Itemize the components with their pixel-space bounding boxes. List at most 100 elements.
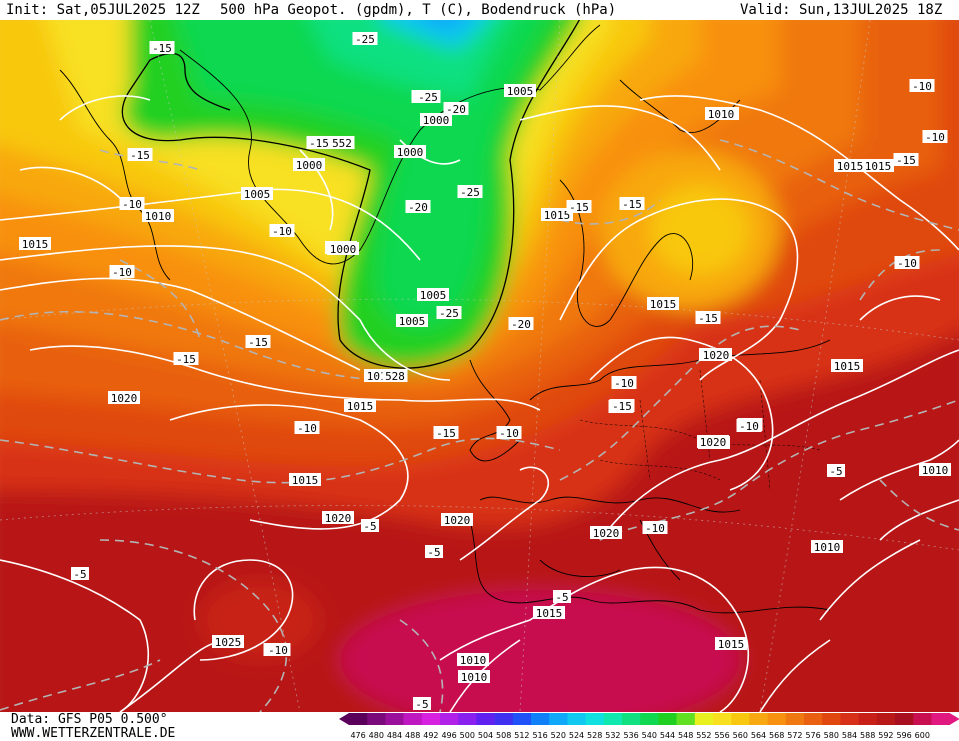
svg-text:-5: -5: [363, 520, 376, 533]
svg-text:1015: 1015: [22, 238, 49, 251]
isotherm-label: -10: [119, 197, 145, 211]
colorbar-tick-label: 576: [805, 731, 820, 740]
svg-text:552: 552: [332, 137, 352, 150]
isotherm-label: -5: [413, 697, 431, 711]
isotherm-label: -5: [71, 567, 89, 581]
svg-text:-10: -10: [112, 266, 132, 279]
colorbar-tick-label: 516: [532, 731, 547, 740]
colorbar-tick-label: 596: [896, 731, 911, 740]
isotherm-label: -20: [443, 102, 469, 116]
svg-text:1015: 1015: [865, 160, 892, 173]
colorbar-swatch: [876, 713, 896, 725]
isobar-label: 1020: [108, 391, 140, 405]
svg-text:-25: -25: [439, 307, 459, 320]
isobar-label: 1000: [394, 145, 426, 159]
svg-text:1010: 1010: [922, 464, 949, 477]
colorbar-tick-label: 540: [642, 731, 657, 740]
isobar-label: 1000: [420, 113, 452, 127]
svg-text:1010: 1010: [814, 541, 841, 554]
colorbar-swatch: [476, 713, 495, 725]
svg-text:-5: -5: [555, 591, 568, 604]
isotherm-label: -15: [695, 311, 721, 325]
colorbar-swatch: [531, 713, 550, 725]
header-bar: Init: Sat,05JUL2025 12Z 500 hPa Geopot. …: [0, 0, 959, 20]
svg-text:-10: -10: [897, 257, 917, 270]
colorbar-swatch: [367, 713, 386, 725]
svg-text:-10: -10: [912, 80, 932, 93]
data-source: Data: GFS P05 0.500°: [11, 712, 168, 727]
colorbar-swatch: [749, 713, 768, 725]
svg-text:-10: -10: [122, 198, 142, 211]
svg-text:1000: 1000: [296, 159, 323, 172]
geopotential-label: 528: [382, 369, 408, 383]
valid-time: Valid: Sun,13JUL2025 18Z: [740, 2, 943, 18]
map-title: 500 hPa Geopot. (gpdm), T (C), Bodendruc…: [220, 2, 617, 18]
colorbar-tick-label: 536: [623, 731, 638, 740]
isobar-label: 1005: [417, 288, 449, 302]
isobar-label: 1005: [396, 314, 428, 328]
svg-text:-15: -15: [698, 312, 718, 325]
isobar-label: 1020: [700, 348, 732, 362]
svg-text:-15: -15: [569, 201, 589, 214]
isotherm-label: -15: [306, 136, 332, 150]
svg-text:1020: 1020: [700, 436, 727, 449]
colorbar-tick-label: 508: [496, 731, 511, 740]
isobar-label: 1005: [241, 187, 273, 201]
colorbar-swatch: [767, 713, 787, 725]
isobar-label: 1015: [19, 237, 51, 251]
isobar-label: 1010: [142, 209, 174, 223]
isobar-label: 1015: [834, 159, 866, 173]
colorbar-swatch: [694, 713, 714, 725]
isotherm-label: -5: [425, 545, 443, 559]
colorbar-tick-label: 532: [605, 731, 620, 740]
colorbar-tick-label: 504: [478, 731, 493, 740]
isobar-label: 1020: [322, 511, 354, 525]
colorbar-swatch: [440, 713, 459, 725]
isotherm-label: -10: [269, 224, 295, 238]
colorbar-swatch: [804, 713, 823, 725]
colorbar-swatch: [349, 713, 368, 725]
svg-text:-10: -10: [739, 420, 759, 433]
isobar-label: 1020: [441, 513, 473, 527]
svg-text:-10: -10: [268, 644, 288, 657]
colorbar-tick-label: 564: [751, 731, 766, 740]
isobar-label: 1015: [715, 637, 747, 651]
isobar-label: 1000: [327, 242, 359, 256]
isobar-label: 1015: [831, 359, 863, 373]
isobar-label: 1020: [697, 435, 729, 449]
colorbar-tick-label: 572: [787, 731, 802, 740]
svg-text:1020: 1020: [325, 512, 352, 525]
colorbar-swatch: [931, 713, 950, 725]
colorbar-tick-label: 552: [696, 731, 711, 740]
colorbar-tick-label: 476: [350, 731, 365, 740]
isotherm-label: -25: [457, 185, 483, 199]
isotherm-label: -10: [736, 419, 762, 433]
svg-text:1015: 1015: [544, 209, 571, 222]
isobar-label: 1015: [344, 399, 376, 413]
isobar-label: 1000: [293, 158, 325, 172]
colorbar-swatch: [785, 713, 805, 725]
svg-text:-10: -10: [925, 131, 945, 144]
svg-text:-15: -15: [152, 42, 172, 55]
colorbar-swatch: [603, 713, 623, 725]
svg-text:-15: -15: [612, 400, 632, 413]
colorbar-tick-label: 496: [441, 731, 456, 740]
isotherm-label: -20: [508, 317, 534, 331]
colorbar-tick-label: 544: [660, 731, 675, 740]
colorbar-swatch: [640, 713, 659, 725]
colorbar-tick-label: 488: [405, 731, 420, 740]
colorbar-tick-label: 500: [460, 731, 475, 740]
isotherm-label: -5: [553, 590, 571, 604]
isobar-label: 1015: [533, 606, 565, 620]
svg-text:1015: 1015: [347, 400, 374, 413]
svg-text:-5: -5: [427, 546, 440, 559]
map-labels: 1015101510101005101010151010100510001000…: [19, 32, 951, 711]
isotherm-label: -15: [609, 399, 635, 413]
isotherm-label: -10: [611, 376, 637, 390]
isotherm-label: -5: [361, 519, 379, 533]
isotherm-label: -15: [893, 153, 919, 167]
svg-text:-15: -15: [130, 149, 150, 162]
svg-text:1000: 1000: [397, 146, 424, 159]
isotherms: [0, 139, 959, 712]
isotherm-label: -10: [109, 265, 135, 279]
